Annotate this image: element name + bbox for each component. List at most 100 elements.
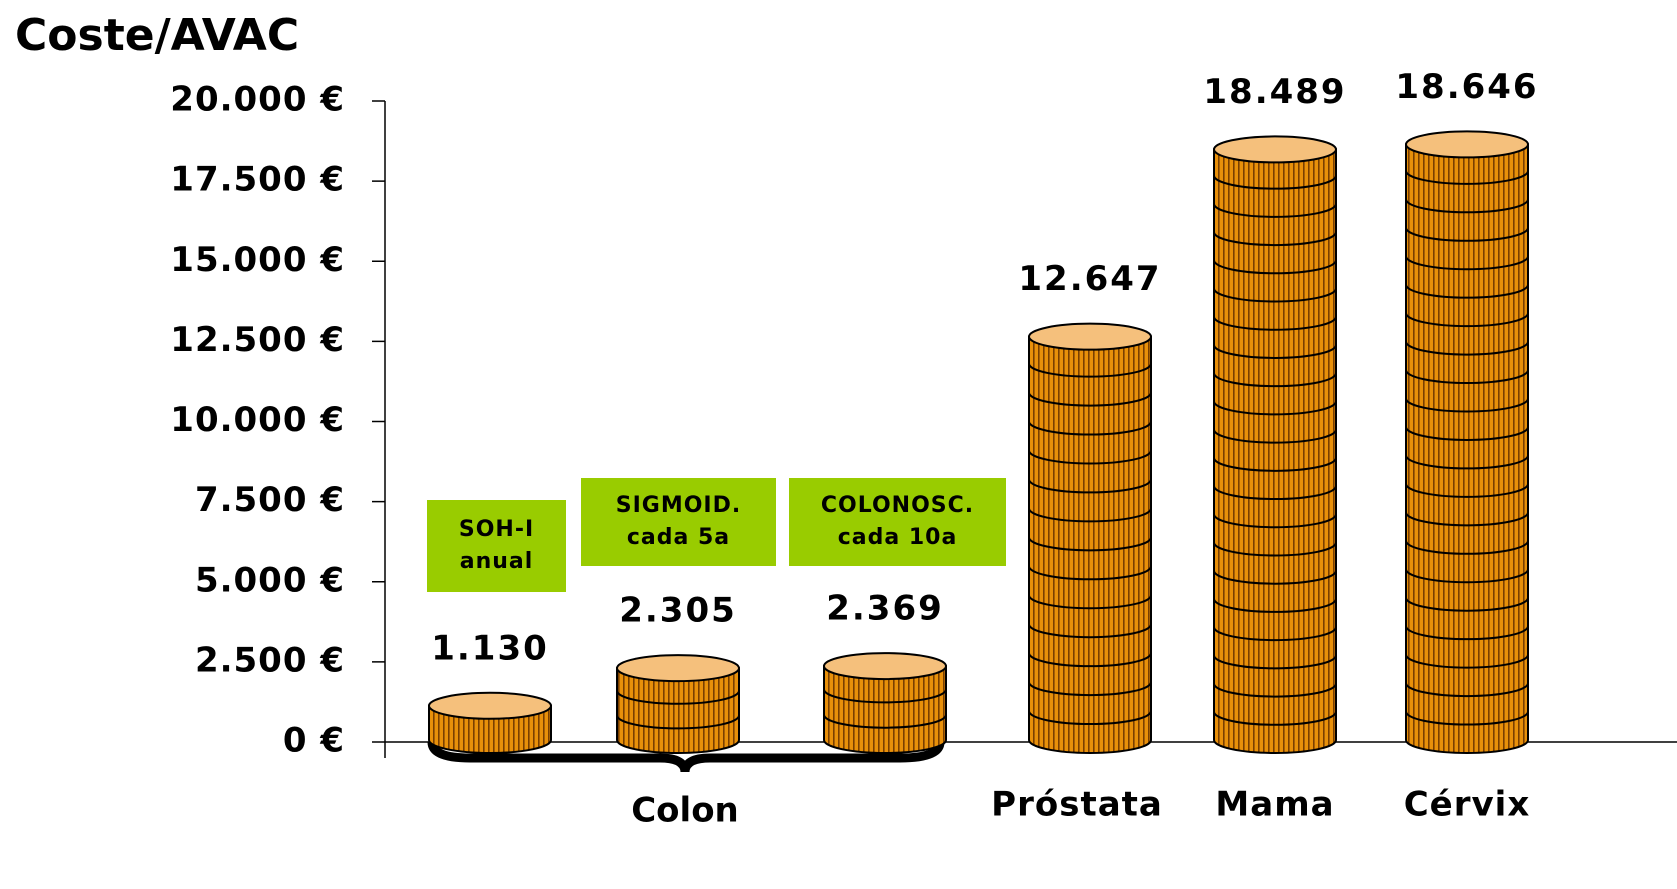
stack-body — [616, 667, 740, 754]
x-tick-label: Próstata — [991, 785, 1163, 825]
coin-edge — [1213, 457, 1337, 472]
coin-stack — [823, 652, 947, 754]
group-brace — [427, 741, 945, 773]
coin-edge — [1028, 623, 1152, 639]
y-tick-label: 17.500 € — [170, 160, 345, 200]
stack-body — [1028, 335, 1152, 754]
value-label: 12.647 — [1018, 259, 1161, 299]
coin-edge — [1213, 344, 1337, 359]
coin-edge — [1213, 655, 1337, 670]
coin-edge — [1405, 256, 1529, 271]
coin-top — [1405, 130, 1529, 159]
coin-edge — [1405, 597, 1529, 612]
group-label: Colon — [631, 791, 739, 831]
coin-edge — [1405, 455, 1529, 470]
coin-edge — [1213, 485, 1337, 501]
coin-edge — [1405, 284, 1529, 299]
coin-edge — [1028, 710, 1152, 726]
coin-edge — [1405, 569, 1529, 584]
coin-edge — [1405, 654, 1529, 669]
coin-edge — [1405, 682, 1529, 698]
coin-edge — [1213, 401, 1337, 416]
coin-edge — [1028, 479, 1152, 494]
coin-stack — [616, 654, 740, 754]
coin-edge — [1405, 711, 1529, 726]
coin-edge — [1405, 312, 1529, 328]
y-tick-label: 5.000 € — [195, 560, 345, 600]
coin-edge — [1028, 363, 1152, 378]
y-tick-label: 2.500 € — [195, 640, 345, 680]
coin-edge — [1028, 421, 1152, 436]
coin-top — [1028, 322, 1152, 351]
coin-edge — [1405, 170, 1529, 185]
y-tick-label: 15.000 € — [170, 240, 345, 280]
coin-top — [428, 691, 552, 720]
coin-edge — [1213, 175, 1337, 190]
y-tick-label: 0 € — [283, 721, 345, 761]
coin-edge — [1028, 595, 1152, 610]
coin-edge — [1213, 429, 1337, 444]
coin-edge — [616, 690, 740, 705]
coin-edge — [1213, 288, 1337, 303]
stack-body — [1213, 148, 1337, 754]
coin-edge — [1213, 372, 1337, 388]
stack-body — [1405, 143, 1529, 754]
x-tick-label: Mama — [1215, 785, 1334, 825]
coin-edge — [1405, 398, 1529, 413]
coin-edge — [1213, 598, 1337, 613]
coin-stack — [1028, 322, 1152, 754]
coin-top — [823, 652, 947, 681]
coin-edge — [1213, 316, 1337, 331]
category-box: SOH-I anual — [427, 500, 566, 592]
x-tick-label: Cérvix — [1404, 785, 1531, 825]
coin-edge — [1213, 231, 1337, 247]
coin-edge — [1405, 483, 1529, 498]
coin-edge — [1028, 508, 1152, 523]
coin-edge — [1405, 625, 1529, 641]
coin-edge — [1028, 392, 1152, 407]
value-label: 2.305 — [619, 591, 737, 631]
coin-stack — [428, 691, 552, 754]
coin-edge — [823, 714, 947, 729]
coin-stack — [1405, 130, 1529, 754]
coin-edge — [1405, 540, 1529, 555]
coin-edge — [1028, 566, 1152, 581]
coin-edge — [1213, 203, 1337, 218]
coin-edge — [1405, 227, 1529, 242]
value-label: 1.130 — [431, 628, 549, 668]
coin-edge — [1405, 426, 1529, 441]
category-box: SIGMOID. cada 5a — [581, 478, 776, 566]
coin-stack — [1213, 135, 1337, 754]
coin-edge — [1028, 652, 1152, 668]
coin-edge — [1028, 450, 1152, 465]
coin-edge — [1405, 341, 1529, 356]
chart-title: Coste/AVAC — [15, 10, 299, 61]
value-label: 2.369 — [826, 589, 944, 629]
value-label: 18.489 — [1203, 72, 1346, 112]
coin-top — [616, 654, 740, 683]
coin-edge — [823, 689, 947, 704]
coin-edge — [1213, 711, 1337, 726]
coin-edge — [1213, 260, 1337, 275]
coin-edge — [1405, 199, 1529, 214]
coin-edge — [1405, 369, 1529, 385]
coin-top — [1213, 135, 1337, 164]
coin-edge — [1028, 681, 1152, 697]
stack-body — [823, 665, 947, 754]
value-label: 18.646 — [1395, 67, 1538, 107]
coin-edge — [1213, 542, 1337, 557]
y-tick-label: 7.500 € — [195, 480, 345, 520]
y-tick-label: 12.500 € — [170, 320, 345, 360]
coin-edge — [1405, 512, 1529, 527]
y-tick-label: 10.000 € — [170, 400, 345, 440]
coin-edge — [616, 715, 740, 730]
y-tick-label: 20.000 € — [170, 80, 345, 120]
coin-edge — [1213, 683, 1337, 698]
coin-edge — [1213, 626, 1337, 642]
coin-edge — [1028, 537, 1152, 552]
category-box: COLONOSC. cada 10a — [789, 478, 1006, 566]
coin-edge — [1213, 514, 1337, 529]
coin-edge — [1213, 570, 1337, 585]
